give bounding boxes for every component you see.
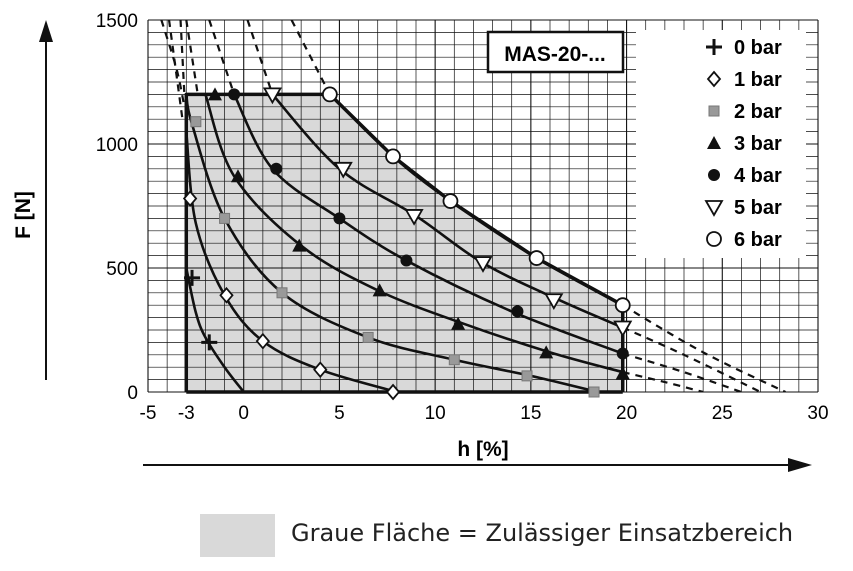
allowed-region-caption: Graue Fläche = Zulässiger Einsatzbereich xyxy=(291,519,794,547)
extrapolation-curve xyxy=(622,371,704,392)
legend-box xyxy=(636,30,806,258)
marker-4-bar xyxy=(511,305,524,318)
marker-6-bar xyxy=(528,250,545,266)
allowed-region-swatch xyxy=(200,514,275,557)
curve-2-bar xyxy=(185,94,599,394)
marker-5-bar xyxy=(333,161,353,179)
marker-1-bar xyxy=(182,190,198,207)
curve-1-bar xyxy=(184,131,398,394)
marker-4-bar xyxy=(333,212,346,225)
marker-6-bar xyxy=(321,86,338,103)
legend-marker xyxy=(707,136,721,149)
chart-title: MAS-20-... xyxy=(504,43,606,66)
marker-5-bar xyxy=(613,320,633,338)
marker-5-bar xyxy=(404,209,424,226)
marker-3-bar xyxy=(372,283,387,297)
legend-label: 2 bar xyxy=(734,101,782,123)
x-tick-label: 25 xyxy=(712,403,733,424)
marker-2-bar xyxy=(190,116,202,128)
x-tick-label: 20 xyxy=(616,403,637,424)
curve-0-bar xyxy=(185,267,245,393)
extrapolation-curve xyxy=(246,20,274,95)
legend-label: 5 bar xyxy=(734,197,782,219)
extrapolation-curve xyxy=(290,20,331,95)
marker-5-bar xyxy=(544,293,564,311)
marker-2-bar xyxy=(219,212,231,224)
extrapolation-layer xyxy=(160,20,786,392)
marker-6-bar xyxy=(442,193,459,209)
x-tick-label: 15 xyxy=(520,403,541,424)
marker-4-bar xyxy=(616,347,629,360)
legend-label: 0 bar xyxy=(734,37,782,59)
y-axis-label: F [N] xyxy=(12,191,35,239)
marker-3-bar xyxy=(539,345,554,359)
marker-3-bar xyxy=(208,87,222,101)
marker-2-bar xyxy=(448,354,460,366)
chart-title-box xyxy=(486,30,625,74)
x-axis-arrow-head xyxy=(788,458,812,472)
x-tick-label: 10 xyxy=(425,403,446,424)
y-tick-label: 0 xyxy=(127,383,138,404)
x-tick-label: 5 xyxy=(334,403,345,424)
x-tick-label: -3 xyxy=(178,403,195,424)
legend-label: 6 bar xyxy=(734,229,782,251)
y-axis-arrow-head xyxy=(39,20,53,42)
marker-1-bar xyxy=(385,383,401,401)
curve-4-bar xyxy=(232,93,624,355)
marker-5-bar xyxy=(262,87,282,105)
marker-4-bar xyxy=(400,254,413,267)
curve-5-bar xyxy=(271,93,624,329)
x-tick-label: -5 xyxy=(140,403,157,424)
marker-1-bar xyxy=(219,286,234,304)
legend-label: 4 bar xyxy=(734,165,782,187)
marker-0-bar xyxy=(184,269,201,286)
marker-2-bar xyxy=(521,370,533,382)
marker-3-bar xyxy=(451,316,466,330)
marker-1-bar xyxy=(313,361,328,379)
marker-4-bar xyxy=(228,88,241,101)
legend-marker xyxy=(706,39,722,55)
marker-3-bar xyxy=(230,169,245,183)
legend-marker xyxy=(706,70,722,88)
y-tick-label: 1500 xyxy=(96,11,138,32)
marker-0-bar xyxy=(201,334,218,351)
marker-1-bar xyxy=(255,332,271,350)
marker-5-bar xyxy=(473,256,493,273)
y-tick-label: 500 xyxy=(106,259,138,280)
extrapolation-curve xyxy=(622,304,786,392)
marker-3-bar xyxy=(292,238,307,252)
x-tick-label: 30 xyxy=(807,403,828,424)
extrapolation-curve xyxy=(622,326,762,392)
legend-marker xyxy=(708,105,720,117)
marker-2-bar xyxy=(276,287,288,299)
marker-6-bar xyxy=(614,297,631,314)
marker-6-bar xyxy=(385,148,401,165)
extrapolation-curve xyxy=(208,20,236,95)
marker-4-bar xyxy=(270,162,283,175)
legend-label: 1 bar xyxy=(734,69,782,91)
legend: 0 bar 1 bar 2 bar 3 bar 4 bar 5 bar 6 bar xyxy=(704,37,782,251)
extrapolation-curve xyxy=(160,20,186,108)
y-tick-label: 1000 xyxy=(96,135,138,156)
marker-3-bar xyxy=(615,366,630,380)
marker-2-bar xyxy=(588,386,600,398)
legend-marker xyxy=(708,169,720,181)
tick-layer: -5 -3 0 5 10 15 20 25 30 0 500 1000 1500 xyxy=(96,11,829,424)
extrapolation-curve xyxy=(622,352,742,392)
extrapolation-curve xyxy=(167,20,184,120)
x-axis-label: h [%] xyxy=(457,438,508,461)
marker-layer xyxy=(182,86,633,401)
marker-2-bar xyxy=(362,331,374,343)
legend-label: 3 bar xyxy=(734,133,782,155)
x-tick-label: 0 xyxy=(238,403,249,424)
legend-marker xyxy=(706,231,722,247)
legend-marker xyxy=(704,200,724,217)
